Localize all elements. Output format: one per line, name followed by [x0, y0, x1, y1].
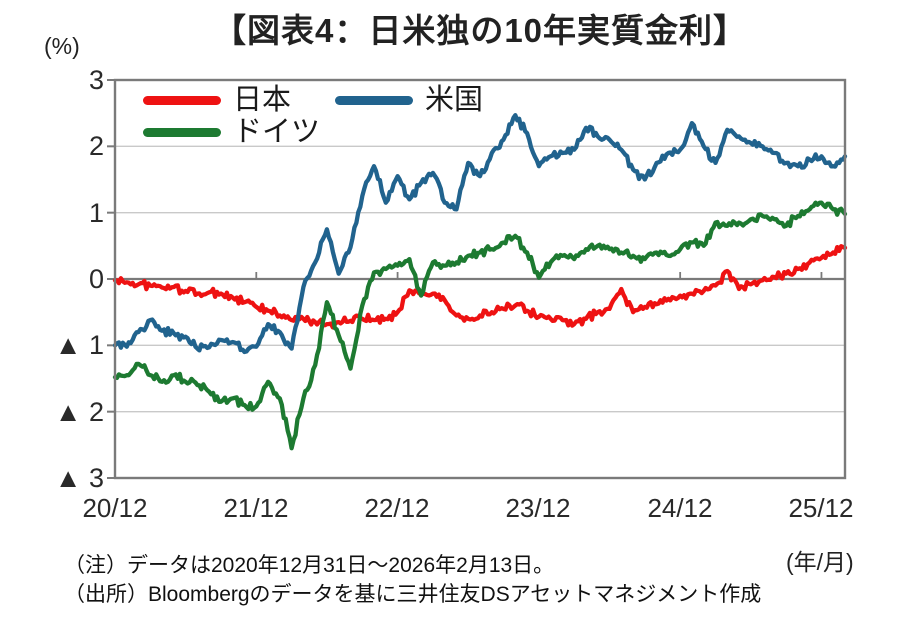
legend-label-japan: 日本: [233, 84, 292, 116]
x-tick-label-2012: 20/12: [82, 493, 148, 523]
germany-line-swatch: [143, 127, 221, 137]
x-tick-label-2512: 25/12: [788, 493, 854, 523]
japan-line-swatch: [143, 95, 221, 105]
us-line-swatch: [335, 95, 413, 105]
legend-label-germany: ドイツ: [233, 116, 321, 148]
x-tick-label-2212: 22/12: [364, 493, 430, 523]
note-data-range: （注）データは2020年12月31日～2026年2月13日。: [64, 554, 555, 577]
y-tick-label-m1: ▲ 1: [54, 330, 104, 360]
x-axis-unit-label: (年/月): [786, 549, 854, 575]
legend-label-us: 米国: [425, 84, 484, 116]
x-tick-label-2412: 24/12: [647, 493, 713, 523]
note-source: （出所）Bloombergのデータを基に三井住友DSアセットマネジメント作成: [64, 583, 762, 606]
footnotes: （注）データは2020年12月31日～2026年2月13日。 （出所）Bloom…: [64, 551, 761, 609]
x-tick-label-2312: 23/12: [505, 493, 571, 523]
legend-item-japan: 日本: [143, 84, 292, 116]
y-tick-label-m3: ▲ 3: [54, 463, 104, 493]
y-tick-label-m2: ▲ 2: [54, 397, 104, 427]
chart-title: 【図表4：日米独の10年実質金利】: [212, 12, 748, 49]
y-axis-unit-label: (%): [44, 33, 80, 59]
y-tick-label-0: 0: [88, 264, 104, 294]
y-tick-label-2: 2: [88, 131, 104, 161]
y-tick-label-1: 1: [88, 198, 104, 228]
legend-item-us: 米国: [335, 84, 484, 116]
x-tick-label-2112: 21/12: [223, 493, 289, 523]
y-tick-label-3: 3: [88, 65, 104, 95]
legend-item-germany: ドイツ: [143, 116, 321, 148]
